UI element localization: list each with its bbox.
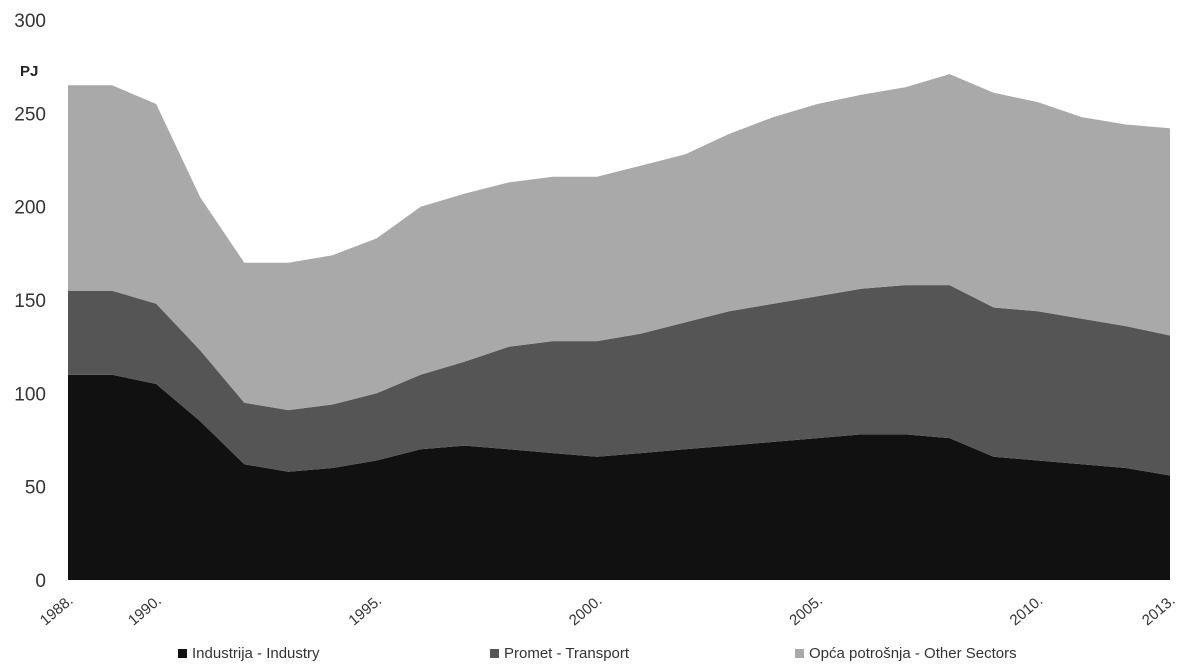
area-series-1 bbox=[68, 374, 1170, 580]
y-tick-label: 250 bbox=[14, 104, 46, 125]
legend: Industrija - Industry Promet - Transport O… bbox=[178, 645, 1017, 662]
y-tick-label: 200 bbox=[14, 198, 46, 219]
y-tick-label: 0 bbox=[35, 571, 46, 592]
y-tick-label: 150 bbox=[14, 291, 46, 312]
y-tick-label: 50 bbox=[25, 478, 46, 499]
y-tick-label: 100 bbox=[14, 384, 46, 405]
area-series-3 bbox=[68, 74, 1170, 411]
y-axis-label: PJ bbox=[20, 63, 38, 80]
legend-item: Industrija - Industry bbox=[178, 645, 320, 662]
x-tick-label: 2013. bbox=[1139, 592, 1179, 629]
y-tick-label: 300 bbox=[14, 11, 46, 32]
legend-label: Opća potrošnja - Other Sectors bbox=[809, 645, 1017, 662]
y-axis: 0 50 100 150 200 250 300 bbox=[14, 11, 46, 592]
legend-swatch bbox=[178, 649, 187, 658]
x-tick-label: 1995. bbox=[345, 592, 385, 629]
x-tick-label: 1990. bbox=[125, 592, 165, 629]
x-axis: 1988. 1990. 1995. 2000. 2005. 2010. 2013. bbox=[37, 592, 1179, 629]
area-series-2 bbox=[68, 285, 1170, 476]
legend-label: Promet - Transport bbox=[504, 645, 630, 662]
area-layer bbox=[68, 74, 1170, 580]
legend-swatch bbox=[795, 649, 804, 658]
legend-item: Opća potrošnja - Other Sectors bbox=[795, 645, 1017, 662]
legend-swatch bbox=[490, 649, 499, 658]
x-tick-label: 2005. bbox=[786, 592, 826, 629]
x-tick-label: 2010. bbox=[1007, 592, 1047, 629]
x-tick-label: 1988. bbox=[37, 592, 77, 629]
legend-item: Promet - Transport bbox=[490, 645, 630, 662]
x-tick-label: 2000. bbox=[566, 592, 606, 629]
legend-label: Industrija - Industry bbox=[192, 645, 320, 662]
